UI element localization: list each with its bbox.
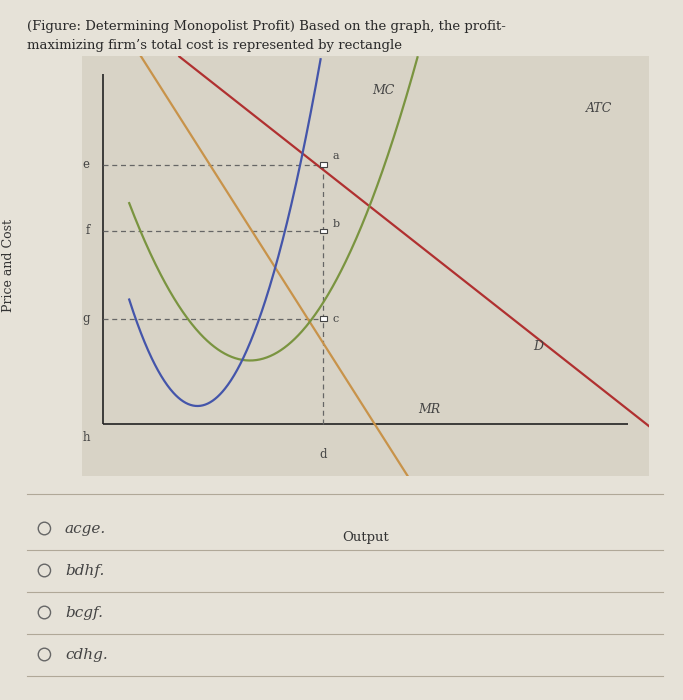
Text: ATC: ATC xyxy=(586,102,612,115)
Bar xyxy=(320,316,326,321)
Bar xyxy=(320,229,326,233)
Text: acge.: acge. xyxy=(65,522,106,536)
Text: h: h xyxy=(83,431,90,444)
Text: d: d xyxy=(320,448,327,461)
Text: (Figure: Determining Monopolist Profit) Based on the graph, the profit-: (Figure: Determining Monopolist Profit) … xyxy=(27,20,506,33)
Text: bdhf.: bdhf. xyxy=(65,564,104,577)
Text: MC: MC xyxy=(373,85,395,97)
Text: g: g xyxy=(83,312,90,325)
Text: maximizing firm’s total cost is represented by rectangle: maximizing firm’s total cost is represen… xyxy=(27,39,402,52)
Text: bcgf.: bcgf. xyxy=(65,606,103,620)
Text: f: f xyxy=(85,225,90,237)
Text: c: c xyxy=(333,314,339,323)
Text: b: b xyxy=(333,219,340,230)
Bar xyxy=(320,162,326,167)
Text: Price and Cost: Price and Cost xyxy=(2,220,15,312)
Text: a: a xyxy=(333,151,339,161)
Text: D: D xyxy=(533,340,544,353)
Text: e: e xyxy=(83,158,90,171)
Text: MR: MR xyxy=(418,403,440,416)
Text: cdhg.: cdhg. xyxy=(65,648,108,661)
Text: Output: Output xyxy=(342,531,389,544)
